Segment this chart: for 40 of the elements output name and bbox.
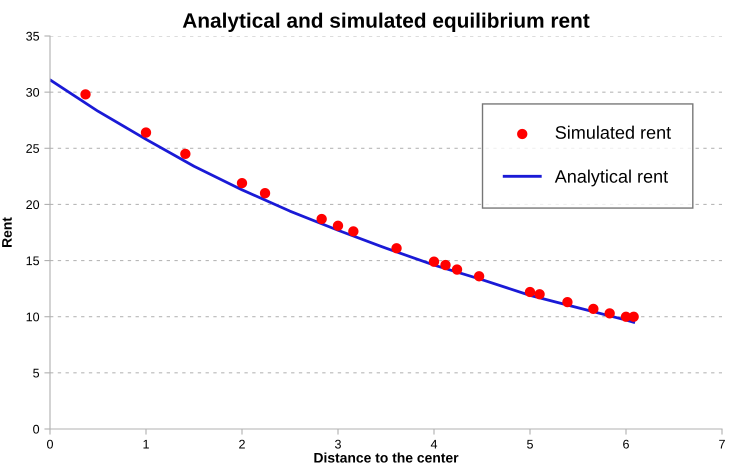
point xyxy=(236,178,248,188)
point xyxy=(428,256,440,267)
point xyxy=(604,308,615,318)
point xyxy=(348,226,359,237)
x-tick-label: 7 xyxy=(719,440,725,448)
point xyxy=(332,220,344,231)
point xyxy=(534,289,545,300)
y-tick-label: 0 xyxy=(33,424,40,434)
point xyxy=(588,304,599,314)
point xyxy=(474,271,484,282)
point xyxy=(524,286,536,298)
y-tick-label: 15 xyxy=(26,256,40,266)
x-tick-label: 6 xyxy=(623,440,629,449)
y-tick-label: 30 xyxy=(26,88,40,97)
x-tick-label: 4 xyxy=(430,440,438,448)
x-tick-label: 0 xyxy=(47,440,53,449)
legend-label: Analytical rent xyxy=(554,170,668,186)
point xyxy=(80,89,91,100)
x-tick-label: 3 xyxy=(335,440,341,449)
point xyxy=(140,127,152,138)
point xyxy=(440,260,451,270)
point xyxy=(562,296,573,308)
point xyxy=(316,214,327,224)
x-tick-label: 1 xyxy=(143,440,149,448)
y-tick-label: 10 xyxy=(26,312,40,322)
y-tick-label: 35 xyxy=(26,32,40,41)
x-tick-label: 2 xyxy=(239,440,245,448)
y-tick-label: 5 xyxy=(33,368,40,378)
x-tick-label: 5 xyxy=(527,440,533,449)
y-tick-label: 20 xyxy=(26,200,40,210)
point xyxy=(180,148,191,160)
point xyxy=(260,188,270,198)
chart-title: Analytical and simulated equilibrium rent xyxy=(182,12,590,32)
point xyxy=(452,264,462,275)
point xyxy=(391,243,402,254)
point xyxy=(628,312,639,322)
x-axis-title: Distance to the center xyxy=(314,452,458,463)
y-axis-title: Rent xyxy=(2,217,12,247)
y-tick-label: 25 xyxy=(26,144,40,153)
legend-label: Simulated rent xyxy=(556,126,672,139)
